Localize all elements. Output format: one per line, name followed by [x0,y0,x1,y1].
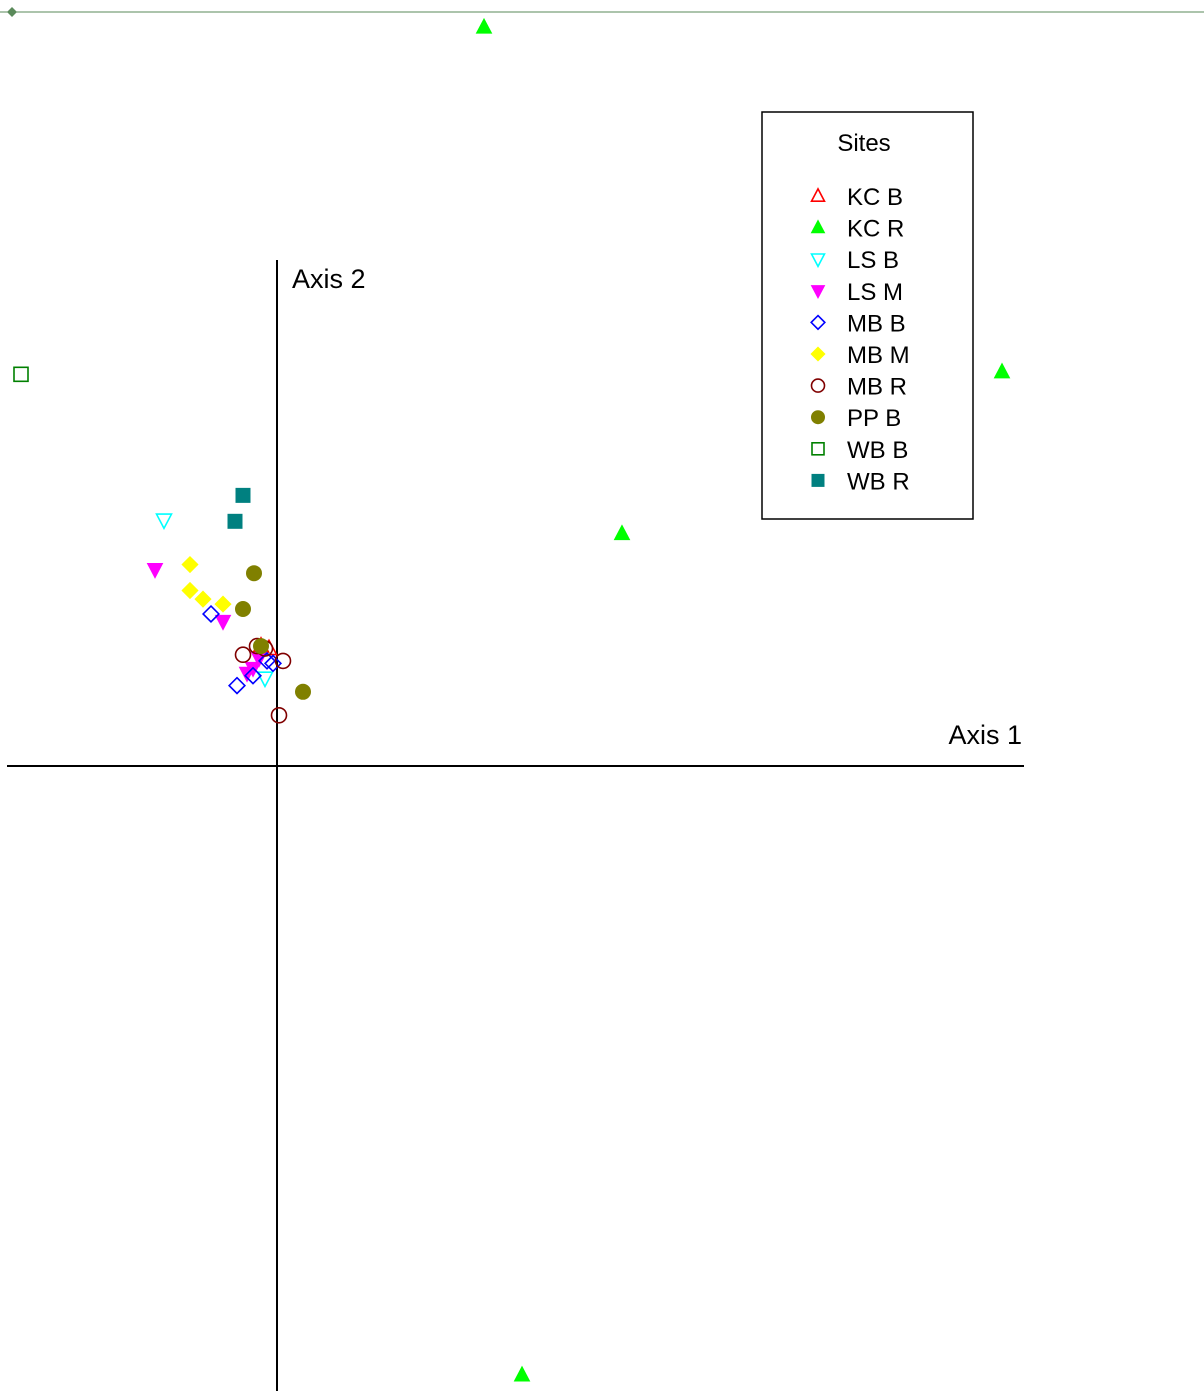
legend-marker-mb-r [810,378,826,393]
data-point-mb-b-4 [257,651,277,670]
data-point-kc-r-2 [613,524,631,541]
data-point-kc-r-4 [513,1365,531,1382]
legend-marker-wb-b [811,441,825,456]
legend-item-mb-r: MB R [810,374,907,401]
top-rule-marker [7,7,17,17]
data-point-mb-b-3 [243,666,263,685]
data-point-ls-m-4 [244,661,262,678]
legend-item-ls-b: LS B [810,247,899,274]
legend-marker-mb-m [810,346,826,362]
legend-marker-kc-b [810,187,826,202]
legend-marker-wb-r [811,473,825,487]
data-point-mb-r-1 [234,646,252,664]
data-point-pp-b-3 [253,638,269,655]
data-point-kc-r-1 [475,17,493,34]
data-point-mb-r-4 [270,706,288,724]
data-points-layer [13,17,1011,1382]
legend-marker-kc-r [810,219,826,234]
legend-item-mb-b: MB B [810,310,906,337]
legend-label-mb-r: MB R [847,374,907,401]
legend-marker-mb-b [810,314,826,331]
legend-box [761,111,974,520]
data-point-wb-b-1 [13,366,29,383]
data-point-wb-r-1 [235,487,251,503]
data-point-ls-b-1 [155,513,173,531]
legend-item-mb-m: MB M [810,342,910,369]
data-point-kc-r-3 [993,362,1011,379]
legend-label-mb-m: MB M [847,342,910,369]
legend-item-kc-r: KC R [810,216,904,243]
data-point-mb-m-4 [214,595,232,613]
data-point-mb-b-2 [227,676,247,695]
legend-label-pp-b: PP B [847,405,901,432]
legend-item-wb-r: WB R [811,468,910,495]
data-point-ls-m-2 [214,614,232,631]
data-point-mb-r-3 [274,652,292,670]
legend: Sites KC B KC R LS B LS M MB B MB M MB R PP B WB… [761,111,974,520]
legend-label-kc-b: KC B [847,184,903,211]
data-point-ls-b-2 [256,671,274,689]
data-point-wb-r-2 [227,513,243,529]
data-point-pp-b-2 [235,601,251,618]
data-point-ls-m-1 [146,562,164,579]
legend-label-ls-b: LS B [847,247,899,274]
data-point-mb-b-5 [263,654,283,673]
legend-label-wb-b: WB B [847,437,908,464]
legend-label-mb-b: MB B [847,310,906,337]
legend-label-kc-r: KC R [847,216,904,243]
data-point-mb-m-1 [181,555,199,574]
data-point-pp-b-1 [246,565,262,582]
legend-title: Sites [837,130,890,157]
legend-marker-pp-b [811,410,825,425]
data-point-mb-b-1 [201,604,221,623]
legend-marker-ls-b [810,253,826,269]
legend-label-ls-m: LS M [847,279,903,306]
legend-label-wb-r: WB R [847,468,910,495]
data-point-mb-m-3 [194,590,212,608]
data-point-mb-m-2 [181,581,199,600]
data-point-pp-b-4 [295,683,311,700]
legend-item-kc-b: KC B [810,184,903,211]
legend-marker-ls-m [810,285,826,300]
x-axis-label: Axis 1 [948,720,1022,750]
legend-item-pp-b: PP B [811,405,901,432]
legend-item-wb-b: WB B [811,437,908,464]
y-axis-label: Axis 2 [292,264,366,294]
legend-item-ls-m: LS M [810,279,903,306]
